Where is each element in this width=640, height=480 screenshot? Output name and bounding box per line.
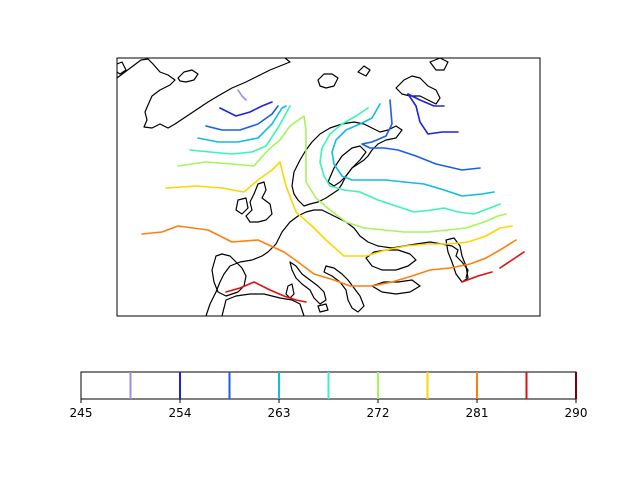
contour-level-3-a — [205, 105, 279, 131]
colorbar: 245 254 263 272 281 290 — [70, 371, 588, 420]
colorbar-tick-label: 272 — [367, 406, 390, 420]
colorbar-levels — [129, 372, 577, 399]
colorbar-tick-label: 263 — [268, 406, 291, 420]
gulf-of-bothnia-coast — [327, 145, 367, 187]
colorbar-tick-label: 245 — [70, 406, 93, 420]
contour-level-3-b — [361, 99, 481, 171]
iceland-coast — [177, 69, 199, 83]
arctic-islands-coast — [429, 57, 449, 71]
contour-level-9-c — [499, 251, 525, 269]
contour-level-5-b — [319, 107, 501, 215]
contour-level-4-a — [197, 105, 287, 143]
colorbar-tick-label: 281 — [466, 406, 489, 420]
franz-josef-coast — [357, 65, 371, 77]
sicily-coast — [317, 303, 329, 313]
colorbar-tick-label: 290 — [565, 406, 588, 420]
contour-level-8 — [141, 225, 517, 287]
colorbar-ticks: 245 254 263 272 281 290 — [70, 399, 588, 420]
ireland-coast — [235, 197, 249, 215]
greenland-inlet — [116, 61, 127, 75]
contour-level-5-a — [189, 105, 291, 155]
italy-coast — [289, 261, 327, 305]
colorbar-tick-label: 254 — [169, 406, 192, 420]
greenland-coast — [116, 57, 291, 129]
svalbard-coast — [317, 73, 339, 89]
north-africa-coast — [221, 293, 305, 317]
contour-level-6 — [177, 115, 507, 233]
scandinavia-coast — [291, 121, 403, 207]
contour-level-2-b — [407, 93, 459, 135]
contour-lines — [141, 89, 525, 303]
contour-level-2-a — [219, 101, 273, 117]
contour-level-2-c — [407, 93, 445, 107]
sardinia-coast — [285, 283, 295, 299]
contour-level-4-b — [331, 103, 495, 197]
contour-level-9-a — [225, 281, 307, 303]
contour-level-9-b — [461, 271, 493, 283]
great-britain-coast — [245, 181, 273, 223]
contour-level-7 — [165, 161, 513, 257]
balkans-coast — [323, 265, 365, 313]
contour-level-1 — [237, 89, 247, 101]
